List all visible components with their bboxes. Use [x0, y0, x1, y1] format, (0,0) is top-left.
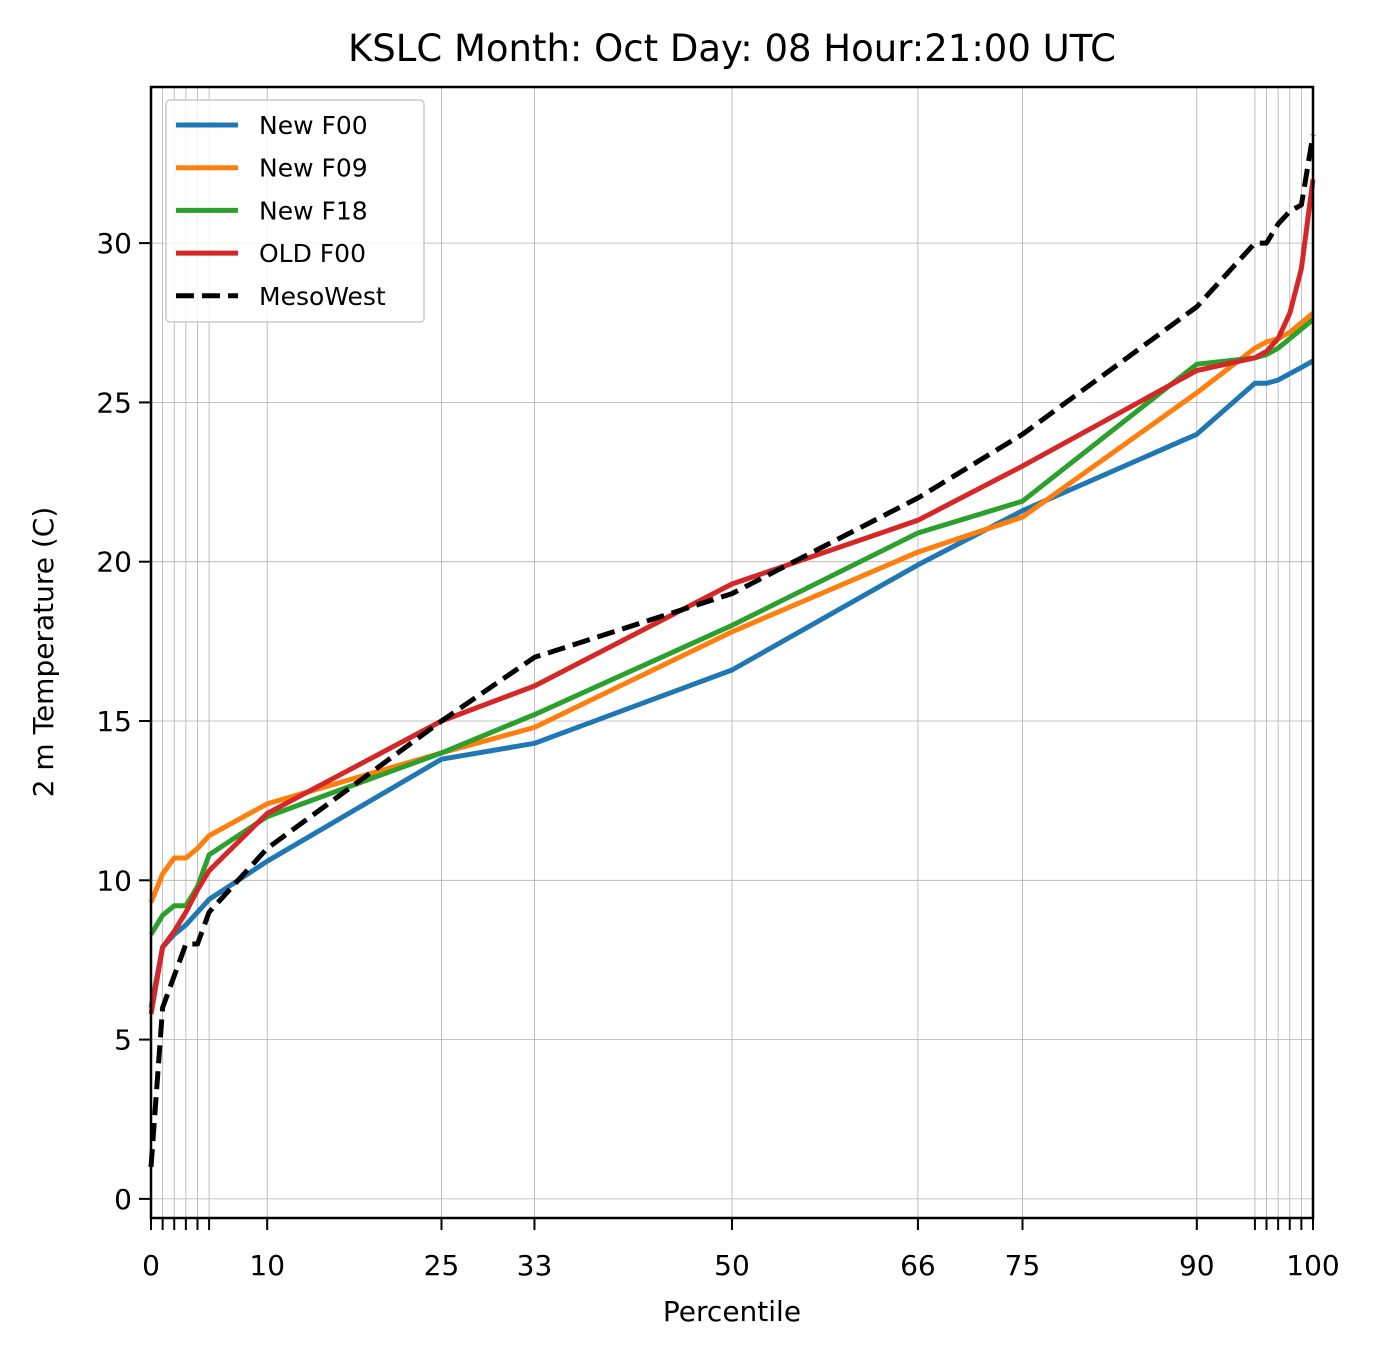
y-tick-label: 20 — [96, 546, 132, 579]
y-tick-label: 5 — [114, 1024, 132, 1057]
legend-label: New F18 — [259, 196, 368, 225]
x-tick-label: 100 — [1286, 1249, 1339, 1282]
legend-label: OLD F00 — [259, 239, 366, 268]
x-tick-label: 75 — [1005, 1249, 1041, 1282]
x-tick-label: 90 — [1179, 1249, 1215, 1282]
series-line-old-f00 — [148, 179, 1316, 1015]
series-line-mesowest — [148, 134, 1316, 1168]
x-tick-label: 66 — [900, 1249, 936, 1282]
legend: New F00 New F09 New F18 OLD F00 MesoWest — [165, 99, 425, 323]
x-tick-label: 25 — [424, 1249, 460, 1282]
y-tick-label: 30 — [96, 227, 132, 260]
legend-label: New F09 — [259, 154, 368, 183]
x-tick-label: 50 — [714, 1249, 750, 1282]
series-line-new-f00 — [148, 358, 1315, 1009]
series-line-new-f18 — [148, 317, 1315, 936]
y-tick-label: 25 — [96, 386, 132, 419]
legend-label: New F00 — [259, 111, 368, 140]
y-tick-label: 0 — [114, 1183, 132, 1216]
legend-box — [165, 99, 425, 323]
series-lines — [148, 134, 1316, 1168]
y-tick-label: 15 — [96, 705, 132, 738]
legend-label: MesoWest — [259, 282, 386, 311]
axis-ticks: 0 10 25 33 50 66 75 90 100 0 5 10 15 20 25 30 — [96, 227, 1339, 1282]
chart-title: KSLC Month: Oct Day: 08 Hour:21:00 UTC — [348, 27, 1116, 70]
x-axis-label: Percentile — [663, 1295, 801, 1328]
y-axis-label: 2 m Temperature (C) — [27, 507, 60, 798]
x-tick-label: 33 — [517, 1249, 553, 1282]
y-tick-label: 10 — [96, 864, 132, 897]
x-tick-label: 0 — [142, 1249, 160, 1282]
x-tick-label: 10 — [249, 1249, 285, 1282]
